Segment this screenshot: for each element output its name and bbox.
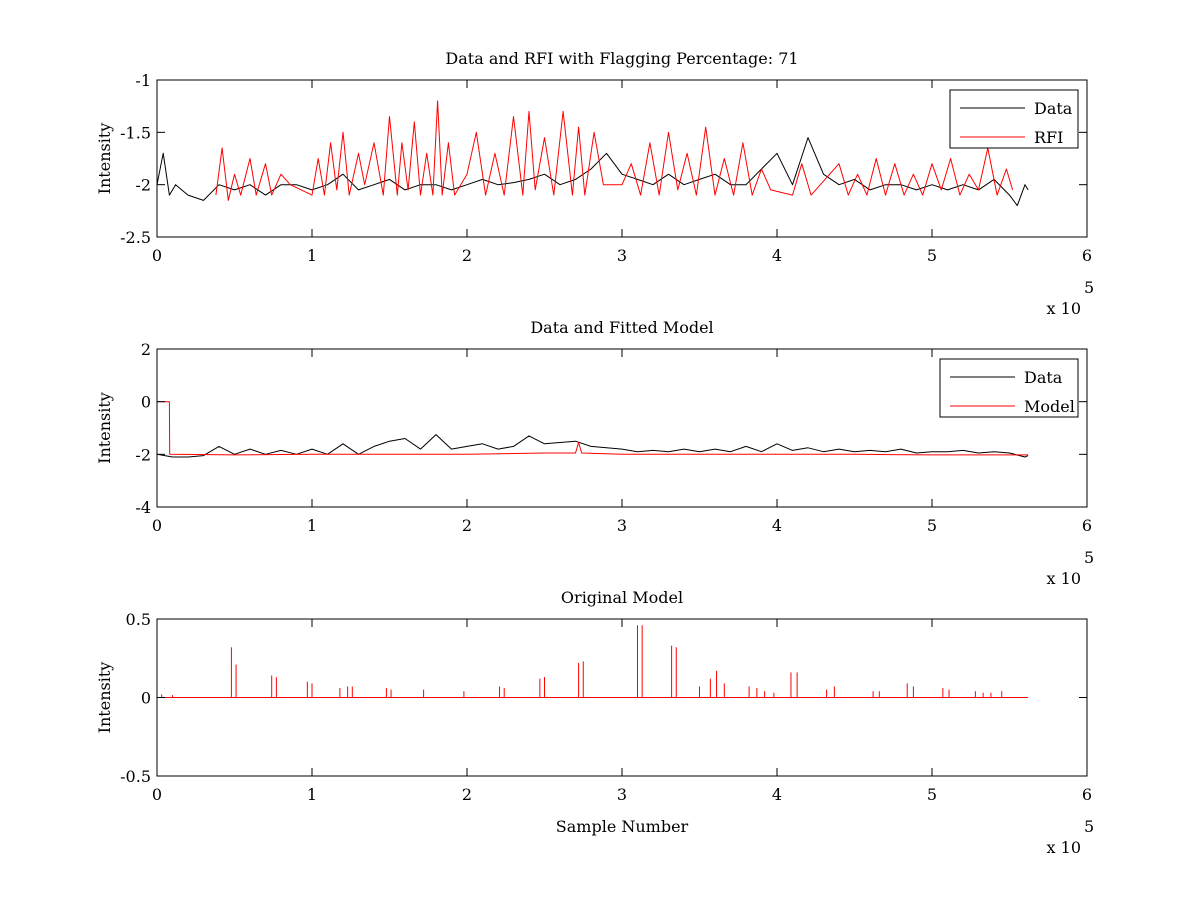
subplot-title: Original Model: [561, 588, 683, 607]
legend-label-model: Model: [1024, 397, 1075, 416]
axes-box: [156, 79, 1088, 238]
x-tick-label: 6: [1082, 785, 1092, 804]
data-layer: [157, 100, 1029, 207]
y-tick-label: -1.5: [120, 123, 151, 142]
x-tick-label: 5: [927, 516, 937, 535]
series-line-data: [157, 434, 1029, 458]
x-tick-label: 4: [772, 516, 782, 535]
legend-label-rfi: RFI: [1034, 128, 1063, 147]
legend-label-data: Data: [1034, 99, 1073, 118]
data-layer: [157, 401, 1029, 458]
x-axis-label: Sample Number: [556, 817, 689, 836]
x-tick-label: 5: [927, 246, 937, 265]
x-tick-label: 3: [617, 785, 627, 804]
legend-box: [939, 358, 1079, 418]
subplot-title: Data and RFI with Flagging Percentage: 7…: [445, 49, 798, 68]
y-tick-label: -2: [135, 176, 151, 195]
legend: Data RFI: [949, 89, 1079, 149]
legend: Data Model: [939, 358, 1079, 418]
y-axis-label: Intensity: [95, 662, 114, 734]
x-tick-label: 5: [927, 785, 937, 804]
x-multiplier-exponent: 5: [1084, 278, 1094, 297]
x-tick-label: 0: [152, 785, 162, 804]
y-axis-label: Intensity: [95, 392, 114, 464]
series-line-rfi: [215, 100, 1014, 201]
x-tick-label: 4: [772, 785, 782, 804]
x-multiplier-exponent: 5: [1084, 817, 1094, 836]
x-tick-label: 3: [617, 516, 627, 535]
x-tick-label: 0: [152, 246, 162, 265]
subplot-title: Data and Fitted Model: [530, 318, 713, 337]
y-tick-label: -0.5: [120, 767, 151, 786]
x-tick-label: 6: [1082, 246, 1092, 265]
data-layer: [157, 625, 1029, 698]
subplot-1: 0 1 2 3 4 5 6 -2.5 -2 -1.5 -1 Data and RFI with Fla…: [95, 49, 1094, 318]
x-tick-label: 2: [462, 246, 472, 265]
x-multiplier: x 10: [1047, 838, 1081, 857]
x-tick-label: 4: [772, 246, 782, 265]
series-line-model: [157, 401, 1029, 456]
y-tick-label: 2: [141, 340, 151, 359]
axes-box: [156, 348, 1088, 508]
subplot-2: 0 1 2 3 4 5 6 -4 -2 0 2 Data and Fitted Model Intens…: [95, 318, 1094, 588]
x-tick-label: 1: [307, 785, 317, 804]
x-tick-label: 1: [307, 246, 317, 265]
legend-label-data: Data: [1024, 368, 1063, 387]
x-multiplier: x 10: [1047, 569, 1081, 588]
x-tick-label: 0: [152, 516, 162, 535]
y-tick-label: 0.5: [126, 610, 151, 629]
x-tick-label: 1: [307, 516, 317, 535]
y-tick-label: -4: [135, 498, 151, 517]
x-multiplier-exponent: 5: [1084, 548, 1094, 567]
x-tick-label: 6: [1082, 516, 1092, 535]
y-tick-label: -2: [135, 445, 151, 464]
x-multiplier: x 10: [1047, 299, 1081, 318]
y-tick-label: 0: [141, 393, 151, 412]
x-tick-label: 2: [462, 785, 472, 804]
y-tick-label: -1: [135, 71, 151, 90]
y-tick-label: 0: [141, 689, 151, 708]
y-axis-label: Intensity: [95, 123, 114, 195]
x-tick-label: 3: [617, 246, 627, 265]
legend-box: [949, 89, 1079, 149]
y-tick-label: -2.5: [120, 228, 151, 247]
x-tick-label: 2: [462, 516, 472, 535]
